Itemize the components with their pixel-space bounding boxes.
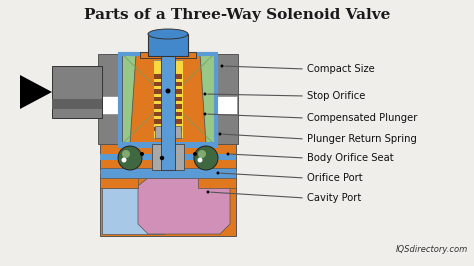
Polygon shape [20,75,52,109]
Bar [100,144,236,170]
Bar [120,54,216,146]
Bar [148,34,188,56]
Polygon shape [130,54,206,144]
Text: Stop Orifice: Stop Orifice [307,91,365,101]
Circle shape [118,146,142,170]
Bar [154,82,182,86]
Circle shape [121,157,127,163]
Bar [100,168,236,178]
Bar [153,60,183,138]
Bar [102,188,164,234]
Bar [154,74,182,78]
Bar [154,112,182,116]
Circle shape [198,150,206,158]
Bar [154,89,182,94]
Bar [198,174,236,188]
Circle shape [227,152,229,156]
Bar [98,54,124,144]
Text: Compensated Plunger: Compensated Plunger [307,113,418,123]
Circle shape [217,172,219,174]
Circle shape [207,190,210,193]
Circle shape [160,156,164,160]
Circle shape [203,113,207,115]
Bar [154,97,182,101]
Text: Orifice Port: Orifice Port [307,173,363,183]
Circle shape [220,64,224,68]
Circle shape [194,146,218,170]
Bar [100,154,236,160]
Bar [152,144,184,170]
Bar [52,99,102,109]
Text: Plunger Return Spring: Plunger Return Spring [307,134,417,144]
Bar [100,174,138,188]
Bar [154,119,182,123]
Ellipse shape [148,29,188,39]
Circle shape [198,157,202,163]
Bar [52,66,102,118]
Bar [154,104,182,109]
Bar [140,52,196,58]
Circle shape [122,150,130,158]
Text: Cavity Port: Cavity Port [307,193,361,203]
Bar [155,126,181,138]
Text: Parts of a Three-Way Solenoid Valve: Parts of a Three-Way Solenoid Valve [84,8,390,22]
Text: Compact Size: Compact Size [307,64,375,74]
Text: Body Orifice Seat: Body Orifice Seat [307,153,393,163]
Bar [122,54,214,144]
Bar [99,96,121,114]
Circle shape [140,152,144,156]
Circle shape [219,132,221,135]
Bar [212,54,238,144]
Bar [100,174,236,236]
Polygon shape [138,178,230,234]
Text: IQSdirectory.com: IQSdirectory.com [396,245,468,254]
Bar [154,127,182,131]
Circle shape [165,89,171,94]
Bar [161,42,175,170]
Bar [215,96,237,114]
Bar [120,142,216,148]
Circle shape [193,152,197,156]
Circle shape [203,93,207,95]
